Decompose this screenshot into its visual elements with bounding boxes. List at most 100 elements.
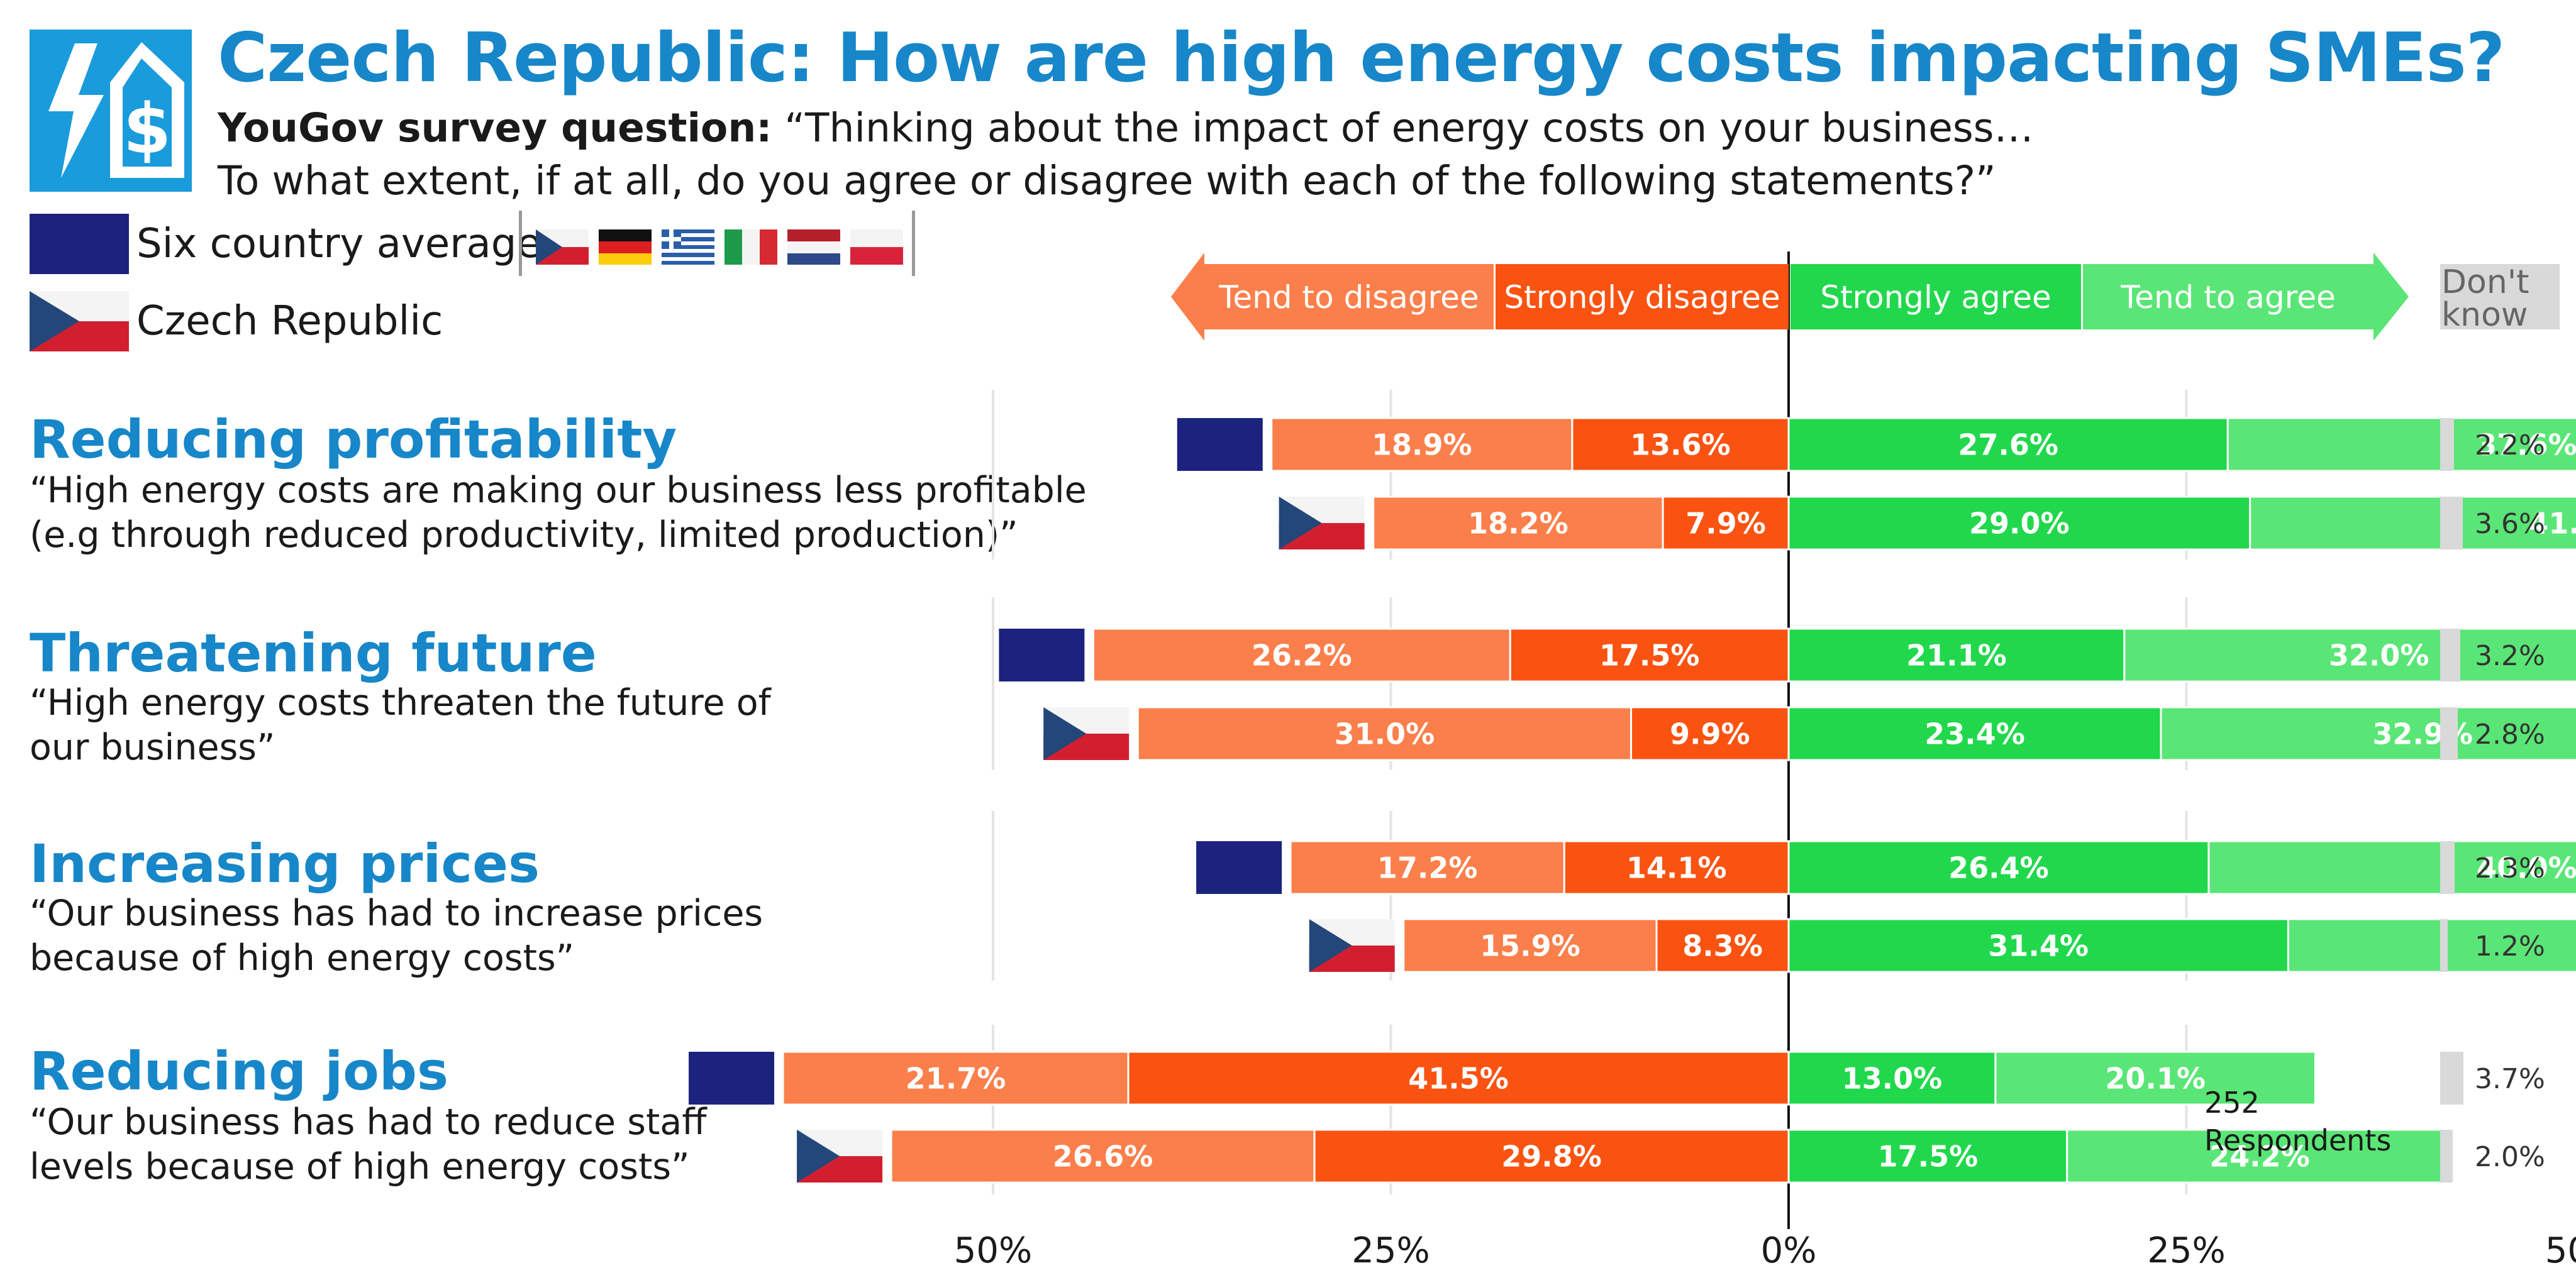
bar-tend-agree: [2160, 706, 2576, 761]
bar-dont-know: [2440, 497, 2463, 549]
svg-text:$: $: [123, 89, 172, 169]
legend-country-label: Czech Republic: [136, 298, 443, 345]
section-quote: “Our business has had to increase prices…: [30, 891, 763, 981]
data-label: 23.4%: [1924, 717, 2025, 751]
czech-flag-icon: [30, 291, 129, 351]
legend-average-label: Six country average: [136, 221, 541, 267]
czech-flag-icon: [797, 1130, 840, 1183]
section-quote-line: “Our business has had to reduce staff: [30, 1101, 707, 1143]
bar-strongly-agree: [1787, 1128, 2068, 1184]
data-label: 7.9%: [1685, 507, 1766, 541]
x-tick-label: 50%: [2545, 1230, 2576, 1271]
bar-strongly-disagree: [1563, 840, 1790, 895]
data-label: 41.5%: [1408, 1062, 1509, 1096]
bar-strongly-agree: [1787, 417, 2229, 472]
bar-tend-agree: [2249, 495, 2576, 551]
data-label: 13.6%: [1630, 428, 1731, 462]
data-label: 29.0%: [1969, 507, 2070, 541]
right-arrow-icon: [2373, 253, 2409, 341]
survey-question-line-1: “Thinking about the impact of energy cos…: [784, 105, 2034, 151]
average-marker: [1177, 418, 1263, 471]
bar-dont-know: [2440, 629, 2460, 681]
section-quote-line: “High energy costs threaten the future o…: [30, 682, 771, 724]
czech-flag-icon: [1279, 497, 1322, 549]
czech-flag-icon: [1043, 707, 1087, 760]
bar-dont-know: [2440, 1052, 2463, 1105]
data-label: 37.6%: [2477, 428, 2576, 462]
bar-strongly-disagree: [1127, 1051, 1790, 1106]
left-arrow-icon: [1171, 253, 1204, 341]
data-label: 31.4%: [1988, 929, 2089, 963]
average-swatch: [30, 214, 129, 274]
bar-strongly-agree: [1787, 706, 2162, 761]
bar-strongly-disagree: [1655, 918, 1790, 973]
dont-know-label: 3.6%: [2475, 508, 2545, 540]
header-label-tend-disagree: Tend to disagree: [1218, 279, 1479, 316]
bar-dont-know: [2440, 707, 2458, 760]
section-quote-line: because of high energy costs”: [30, 937, 575, 979]
x-axis-ticks: 50% 25% 0% 25% 50%: [954, 1230, 2576, 1271]
bar-tend-disagree: [1289, 840, 1565, 895]
data-label: 15.9%: [1480, 929, 1580, 963]
bar-tend-agree: [2207, 840, 2576, 895]
respondents-label: Respondents: [2204, 1123, 2391, 1157]
header-dont-know-label: Don't: [2441, 263, 2529, 301]
bar-tend-agree: [2287, 918, 2576, 973]
legend-average: Six country average: [30, 214, 541, 274]
bar-strongly-agree: [1787, 918, 2289, 973]
chart-bars: 18.9% 13.6% 27.6% 37.6%2.2% 18.2% 7.9% 29.0% 41…: [689, 417, 2576, 1184]
bar-dont-know: [2440, 1130, 2453, 1183]
data-label: 13.0%: [1842, 1062, 1943, 1096]
poland-flag-icon: [850, 229, 903, 265]
header-tend-disagree: [1204, 264, 1494, 329]
header-label-strongly-disagree: Strongly disagree: [1504, 279, 1780, 316]
data-label: 24.2%: [2209, 1140, 2310, 1174]
section-quote: “High energy costs are making our busine…: [30, 468, 1087, 558]
germany-flag-icon: [599, 229, 652, 265]
dont-know-label: 2.2%: [2475, 429, 2545, 461]
data-label: 27.6%: [1958, 428, 2058, 462]
section-quote-line: “Our business has had to increase prices: [30, 893, 763, 934]
data-label: 21.1%: [1906, 639, 2007, 673]
data-label: 17.2%: [1377, 851, 1478, 885]
section-quote-line: levels because of high energy costs”: [30, 1146, 690, 1188]
average-marker: [999, 629, 1085, 681]
energy-house-dollar-icon: $: [30, 30, 192, 192]
bar-tend-disagree: [1402, 918, 1658, 973]
section-quote: “High energy costs threaten the future o…: [30, 681, 771, 770]
survey-question-line-2: To what extent, if at all, do you agree …: [218, 158, 1996, 204]
x-tick-label: 50%: [954, 1230, 1032, 1271]
bar-tend-agree: [2226, 417, 2576, 472]
bar-tend-agree: [1994, 1051, 2316, 1106]
data-label: 31.0%: [1335, 717, 1435, 751]
netherlands-flag-icon: [787, 229, 840, 265]
data-label: 17.5%: [1878, 1140, 1979, 1174]
data-label: 21.7%: [906, 1062, 1006, 1096]
data-label: 26.2%: [1252, 639, 1352, 673]
czech-flag-icon: [536, 229, 589, 265]
bar-strongly-agree: [1787, 627, 2126, 683]
data-label: 14.1%: [1626, 851, 1727, 885]
response-scale-header: Tend to disagree Strongly disagree Strongl…: [1171, 253, 2560, 341]
x-tick-label: 0%: [1761, 1230, 1817, 1271]
data-label: 9.9%: [1670, 717, 1750, 751]
bar-tend-agree: [2066, 1128, 2453, 1184]
survey-question-lead: YouGov survey question:: [218, 105, 772, 151]
data-label: 8.3%: [1682, 929, 1763, 963]
section-title: Reducing jobs: [30, 1040, 448, 1102]
data-label: 18.9%: [1372, 428, 1472, 462]
data-label: 26.6%: [1053, 1140, 1153, 1174]
average-marker: [1196, 841, 1282, 894]
bar-dont-know: [2440, 919, 2448, 972]
bar-tend-disagree: [1372, 495, 1664, 551]
header-label-strongly-agree: Strongly agree: [1820, 279, 2051, 316]
bar-strongly-disagree: [1313, 1128, 1790, 1184]
header-label-tend-agree: Tend to agree: [2120, 279, 2336, 316]
bar-strongly-disagree: [1630, 706, 1790, 761]
page-title: Czech Republic: How are high energy cost…: [218, 19, 2505, 97]
bar-tend-agree: [2123, 627, 2576, 683]
data-label: 20.1%: [2105, 1062, 2206, 1096]
data-label: 41.3%: [2528, 507, 2576, 541]
